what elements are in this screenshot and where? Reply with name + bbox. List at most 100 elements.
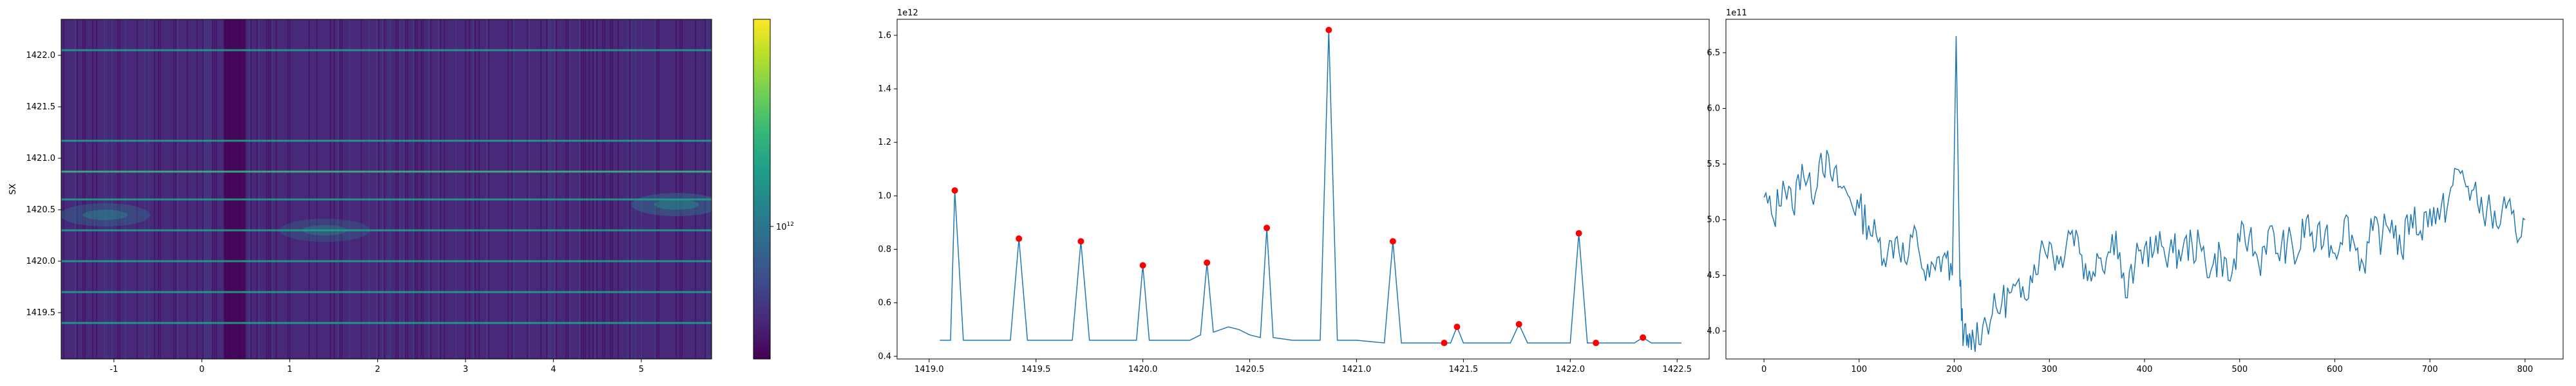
heatmap-column <box>77 19 78 359</box>
peak-marker <box>1640 334 1647 341</box>
heatmap-column <box>641 19 642 359</box>
heatmap-column <box>527 19 528 359</box>
spectrum-offset-label: 1e12 <box>897 8 918 18</box>
heatmap-column <box>583 19 584 359</box>
heatmap-column <box>119 19 120 359</box>
heatmap-axes-frame <box>61 19 712 360</box>
series-ytick-label: 6.5 <box>1707 48 1720 58</box>
heatmap-column <box>612 19 613 359</box>
heatmap-y-ticks: 1419.5 1420.0 1420.5 1421.0 1421.5 1422.0 <box>26 51 61 318</box>
spectrum-line <box>940 30 1681 344</box>
heatmap-column <box>249 19 250 359</box>
heatmap-column <box>548 19 549 359</box>
heatmap-column <box>339 19 341 359</box>
heatmap-ytick-label: 1419.5 <box>26 308 56 318</box>
heatmap-column <box>656 19 658 359</box>
spectrum-ytick-label: 1.6 <box>878 31 891 41</box>
peak-marker <box>1389 238 1396 245</box>
heatmap-column <box>618 19 619 359</box>
heatmap-column <box>158 19 159 359</box>
heatmap-y-axis-label: SX <box>8 183 18 194</box>
series-xtick-label: 800 <box>2517 365 2533 374</box>
heatmap-bright-row <box>61 229 712 232</box>
heatmap-column <box>256 19 258 359</box>
heatmap-column <box>125 19 126 359</box>
heatmap-column <box>635 19 636 359</box>
heatmap-column <box>84 19 86 359</box>
series-ytick-label: 5.0 <box>1707 216 1720 225</box>
heatmap-ytick-label: 1420.5 <box>26 205 56 215</box>
heatmap-column <box>422 19 424 359</box>
heatmap-image <box>61 19 712 359</box>
heatmap-column <box>212 19 213 359</box>
heatmap-xtick-label: -1 <box>109 365 118 374</box>
peak-marker <box>1077 238 1084 245</box>
heatmap-xtick-label: 5 <box>639 365 644 374</box>
series-ytick-label: 4.0 <box>1707 327 1720 336</box>
heatmap-column <box>610 19 611 359</box>
spectrum-ytick-label: 0.4 <box>878 352 891 362</box>
heatmap-column <box>631 19 632 359</box>
heatmap-column <box>444 19 445 359</box>
peak-marker <box>951 187 958 194</box>
colorbar-tick-exponent: 12 <box>787 221 794 228</box>
heatmap-bright-row <box>61 198 712 201</box>
heatmap-column <box>395 19 397 359</box>
heatmap-column <box>378 19 379 359</box>
heatmap-column <box>417 19 418 359</box>
heatmap-column <box>507 19 509 359</box>
spectrum-xtick-label: 1422.0 <box>1556 365 1586 374</box>
series-xtick-label: 700 <box>2422 365 2438 374</box>
heatmap-column <box>397 19 399 359</box>
heatmap-column <box>82 19 84 359</box>
heatmap-column <box>465 19 466 359</box>
peak-marker <box>1454 324 1461 331</box>
heatmap-x-ticks: -1 0 1 2 3 4 5 <box>109 359 644 374</box>
heatmap-column <box>175 19 176 359</box>
heatmap-column <box>276 19 277 359</box>
heatmap-column <box>75 19 76 359</box>
heatmap-column <box>216 19 217 359</box>
heatmap-column <box>546 19 547 359</box>
heatmap-column <box>511 19 513 359</box>
heatmap-bright-row <box>61 49 712 51</box>
heatmap-column <box>486 19 488 359</box>
heatmap-column <box>421 19 422 359</box>
heatmap-column <box>266 19 267 359</box>
series-ytick-label: 4.5 <box>1707 271 1720 280</box>
heatmap-column <box>187 19 188 359</box>
heatmap-column <box>268 19 269 359</box>
heatmap-column <box>368 19 370 359</box>
peak-marker <box>1325 26 1332 33</box>
heatmap-column <box>475 19 476 359</box>
heatmap-column <box>206 19 207 359</box>
heatmap-column <box>92 19 93 359</box>
heatmap-panel: -1 0 1 2 3 4 5 1419.51420.01420.51421.01421.51… <box>8 19 712 374</box>
heatmap-column <box>594 19 596 359</box>
heatmap-column <box>137 19 138 359</box>
spectrum-x-ticks: 1419.0 1419.5 1420.0 1420.5 1421.0 1421.5 1422… <box>914 359 1692 374</box>
heatmap-column <box>654 19 656 359</box>
heatmap-column <box>473 19 474 359</box>
heatmap-column <box>270 19 271 359</box>
heatmap-bright-row <box>61 140 712 142</box>
series-xtick-label: 600 <box>2327 365 2343 374</box>
heatmap-column <box>658 19 659 359</box>
heatmap-bright-row <box>61 260 712 262</box>
heatmap-column <box>160 19 161 359</box>
peak-marker <box>1593 340 1600 347</box>
spectrum-ytick-label: 1.2 <box>878 138 891 147</box>
heatmap-column <box>550 19 551 359</box>
heatmap-column <box>592 19 594 359</box>
heatmap-column <box>272 19 273 359</box>
heatmap-column <box>407 19 408 359</box>
heatmap-column <box>289 19 290 359</box>
spectrum-ytick-label: 1.4 <box>878 84 891 94</box>
spectrum-axes-frame <box>896 19 1710 360</box>
spectrum-xtick-label: 1419.0 <box>914 365 944 374</box>
peak-marker <box>1139 262 1146 269</box>
peak-marker <box>1575 230 1582 237</box>
heatmap-column <box>556 19 557 359</box>
heatmap-xtick-label: 4 <box>551 365 556 374</box>
